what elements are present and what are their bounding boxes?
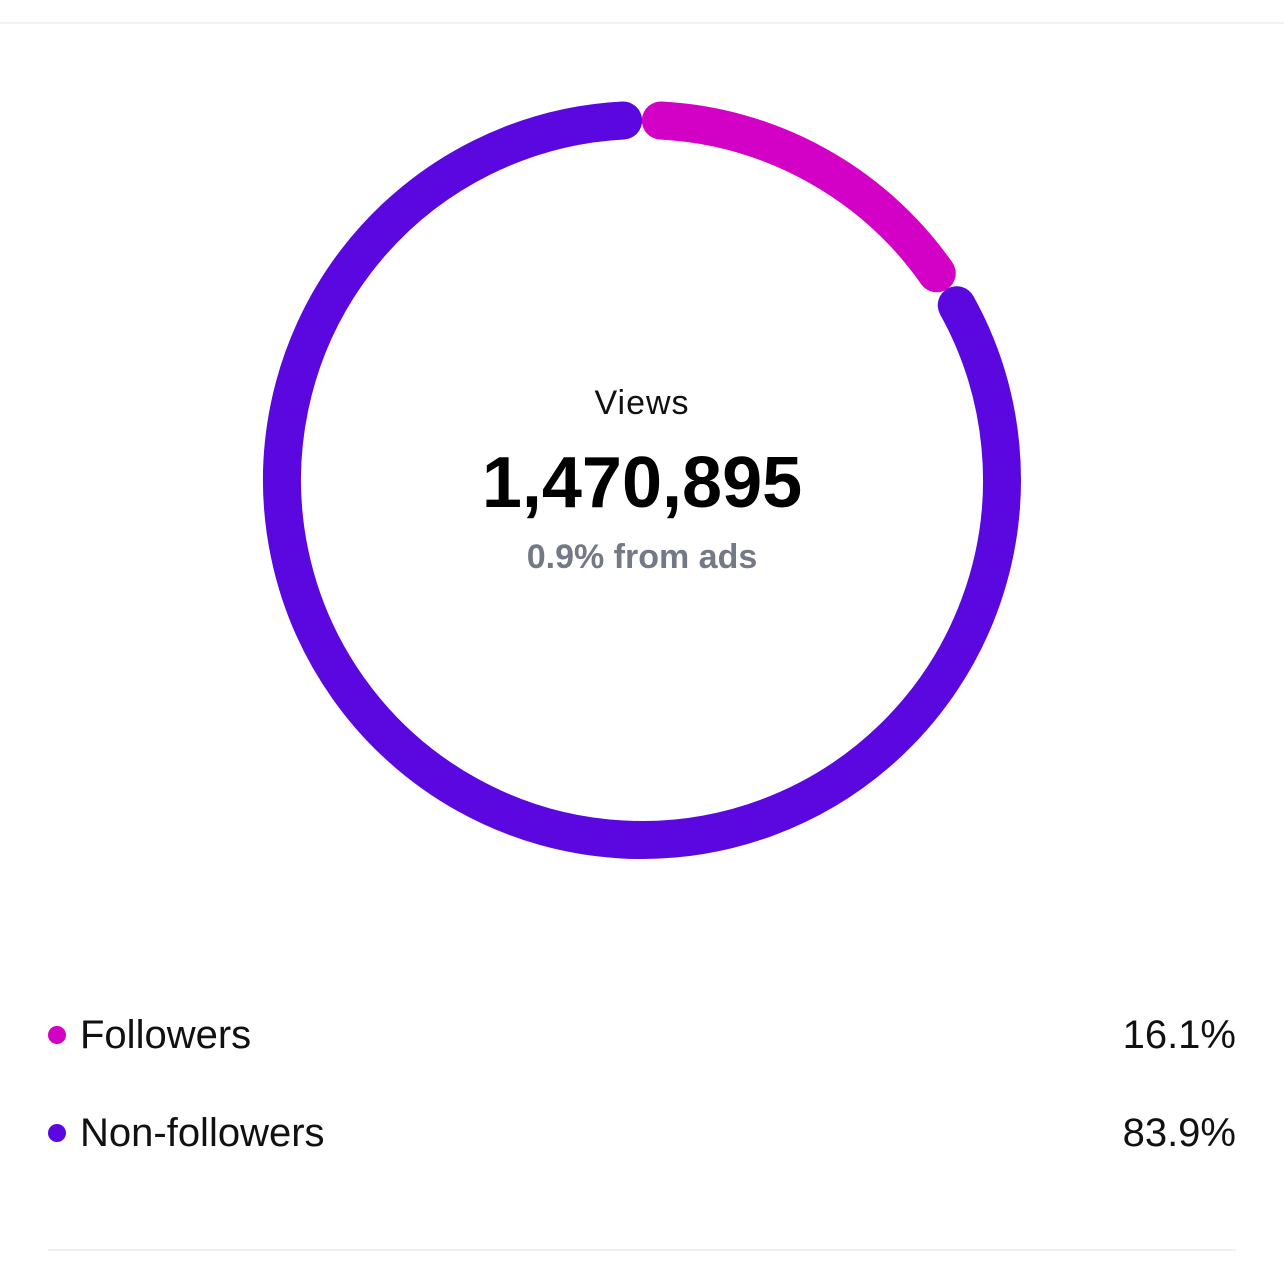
non-followers-color-dot (48, 1124, 66, 1142)
bottom-divider (48, 1249, 1236, 1251)
legend-item-non-followers: Non-followers 83.9% (48, 1103, 1236, 1163)
donut-slice-followers (641, 101, 956, 293)
top-divider (0, 22, 1284, 24)
center-title: Views (594, 384, 690, 422)
followers-color-dot (48, 1026, 66, 1044)
legend-value-non-followers: 83.9% (1122, 1110, 1236, 1155)
legend-value-followers: 16.1% (1122, 1012, 1236, 1057)
legend-label-followers: Followers (80, 1012, 252, 1057)
legend-item-followers: Followers 16.1% (48, 1005, 1236, 1065)
donut-slice-non-followers (263, 101, 1021, 859)
views-donut-chart (263, 101, 1021, 859)
ads-share-subtitle: 0.9% from ads (526, 538, 758, 576)
legend-label-non-followers: Non-followers (80, 1110, 325, 1155)
total-views-value: 1,470,895 (481, 443, 803, 523)
